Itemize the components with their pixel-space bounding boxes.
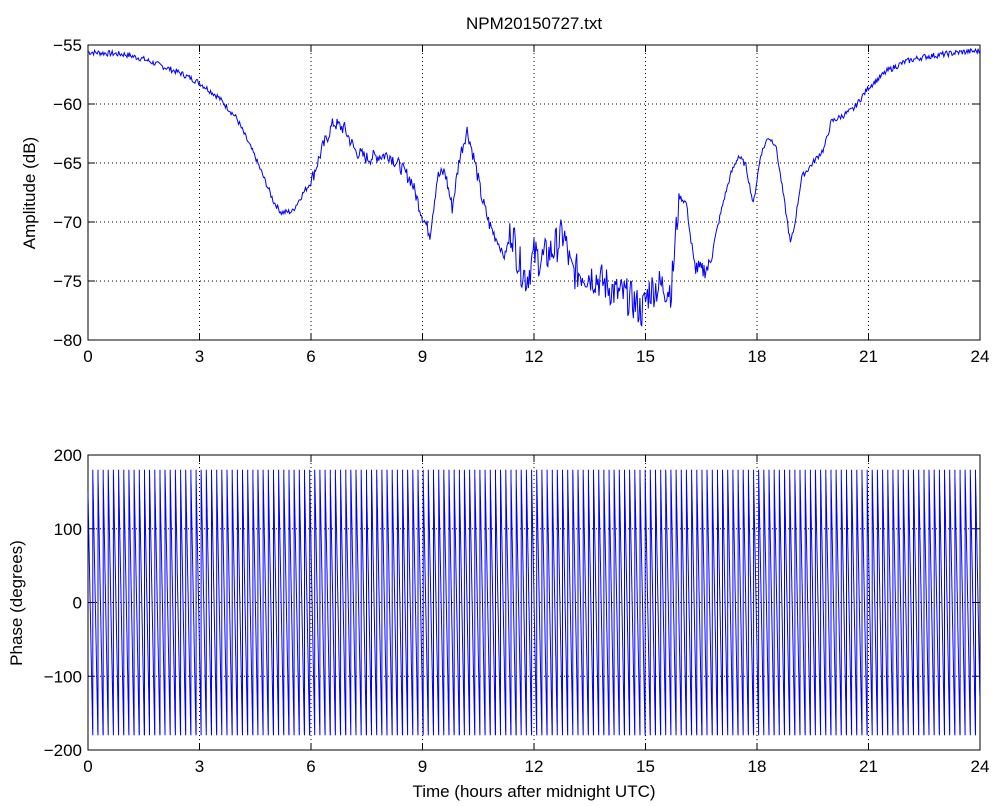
x-tick-label: 21 bbox=[859, 347, 878, 366]
x-tick-label: 9 bbox=[418, 757, 427, 776]
x-tick-label: 15 bbox=[636, 347, 655, 366]
amplitude-panel: 0 3 6 9 12 15 18 21 24 −55 −60 −65 −70 −75 −80 NPM2015… bbox=[20, 14, 989, 366]
amplitude-ticks: 0 3 6 9 12 15 18 21 24 −55 −60 −65 −70 −75 −80 bbox=[53, 36, 989, 366]
x-axis-label: Time (hours after midnight UTC) bbox=[412, 782, 655, 801]
x-tick-label: 18 bbox=[748, 757, 767, 776]
y-tick-label: −75 bbox=[53, 272, 82, 291]
y-tick-label: −55 bbox=[53, 36, 82, 55]
x-tick-label: 0 bbox=[83, 347, 92, 366]
phase-y-axis-label: Phase (degrees) bbox=[7, 540, 26, 666]
amplitude-series-line bbox=[87, 47, 981, 327]
y-tick-label: −65 bbox=[53, 154, 82, 173]
x-tick-label: 18 bbox=[748, 347, 767, 366]
chart-title: NPM20150727.txt bbox=[466, 14, 602, 33]
x-tick-label: 24 bbox=[971, 347, 990, 366]
x-tick-label: 3 bbox=[195, 347, 204, 366]
y-tick-label: −80 bbox=[53, 331, 82, 350]
phase-series-line bbox=[87, 469, 981, 736]
x-tick-label: 24 bbox=[971, 757, 990, 776]
x-tick-label: 3 bbox=[195, 757, 204, 776]
amplitude-y-axis-label: Amplitude (dB) bbox=[20, 137, 39, 249]
phase-ticks: 0 3 6 9 12 15 18 21 24 200 100 0 −100 −200 bbox=[44, 446, 990, 776]
y-tick-label: 100 bbox=[54, 520, 82, 539]
x-tick-label: 21 bbox=[859, 757, 878, 776]
x-tick-label: 6 bbox=[306, 757, 315, 776]
y-tick-label: −60 bbox=[53, 95, 82, 114]
amplitude-axes-box bbox=[87, 44, 981, 341]
x-tick-label: 6 bbox=[306, 347, 315, 366]
x-tick-label: 12 bbox=[525, 347, 544, 366]
y-tick-label: 0 bbox=[73, 594, 82, 613]
phase-grid bbox=[88, 455, 980, 750]
x-tick-label: 9 bbox=[418, 347, 427, 366]
y-tick-label: −200 bbox=[44, 741, 82, 760]
amplitude-grid bbox=[88, 45, 980, 340]
x-tick-label: 0 bbox=[83, 757, 92, 776]
y-tick-label: −70 bbox=[53, 213, 82, 232]
y-tick-label: −100 bbox=[44, 667, 82, 686]
phase-panel: 0 3 6 9 12 15 18 21 24 200 100 0 −100 −200 Phase (deg… bbox=[7, 446, 989, 801]
x-tick-label: 12 bbox=[525, 757, 544, 776]
y-tick-label: 200 bbox=[54, 446, 82, 465]
x-tick-label: 15 bbox=[636, 757, 655, 776]
